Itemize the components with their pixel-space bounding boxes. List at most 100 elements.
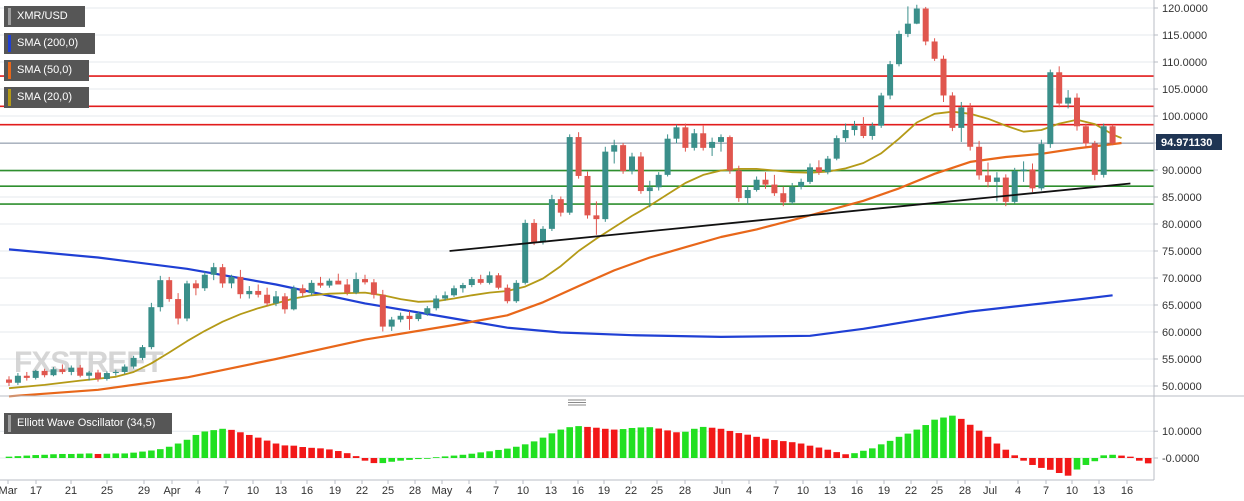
oscillator-bar <box>432 457 440 458</box>
oscillator-bar <box>121 453 128 458</box>
candle-up <box>424 308 431 314</box>
last-price-tag: 94.971130 <box>1156 134 1222 150</box>
candle-down <box>1056 72 1063 104</box>
oscillator-bar <box>815 447 823 458</box>
x-tick-label: 29 <box>138 485 150 497</box>
candle-up <box>655 174 662 188</box>
last-price-tag-text: 94.971130 <box>1161 137 1212 149</box>
x-tick-label: 16 <box>1121 485 1133 497</box>
oscillator-bar <box>895 436 903 458</box>
candle-down <box>255 290 262 295</box>
candle-down <box>735 170 742 199</box>
oscillator-bar <box>326 449 333 458</box>
axes <box>0 0 1244 481</box>
oscillator-bar <box>504 448 511 458</box>
oscillator-bar <box>557 429 565 458</box>
oscillator-bar <box>851 453 858 458</box>
candle-up <box>308 282 315 294</box>
oscillator-bar <box>1109 454 1116 458</box>
oscillator-bar <box>210 430 217 458</box>
oscillator-bar <box>993 443 1001 458</box>
y-tick-label: 70.0000 <box>1162 273 1202 285</box>
oscillator-bar <box>610 429 618 458</box>
candle-up <box>459 285 466 289</box>
x-tick-label: Apr <box>163 485 180 497</box>
candle-up <box>789 186 796 203</box>
oscillator-bar <box>50 454 57 458</box>
legend-elliott-wave-oscillator[interactable]: Elliott Wave Oscillator (34,5) <box>4 413 172 434</box>
x-tick-label: 25 <box>101 485 113 497</box>
oscillator-bar <box>931 419 938 458</box>
oscillator-bar <box>103 453 111 458</box>
oscillator-bar <box>602 428 609 458</box>
oscillator-bar <box>637 427 645 458</box>
candle-up <box>246 290 253 295</box>
oscillator-bar <box>628 427 636 458</box>
candle-up <box>718 137 724 142</box>
y-tick-label: 85.0000 <box>1162 192 1202 204</box>
candle-up <box>824 158 831 173</box>
candle-down <box>477 279 484 283</box>
pane-resize-handle[interactable] <box>566 398 588 406</box>
oscillator-bar <box>486 451 493 458</box>
candle-up <box>887 64 894 96</box>
candle-up <box>228 276 235 284</box>
oscillator-bar <box>415 458 422 460</box>
candle-up <box>103 373 110 379</box>
candle-up <box>1038 144 1045 189</box>
candle-up <box>602 151 609 220</box>
legend-sma-200[interactable]: SMA (200,0) <box>4 33 95 54</box>
candle-up <box>201 274 208 289</box>
oscillator-bar <box>842 454 849 458</box>
candle-up <box>851 125 858 131</box>
oscillator-bar <box>593 427 600 458</box>
oscillator-bar <box>1118 455 1125 458</box>
y-tick-label: 100.0000 <box>1162 111 1208 123</box>
oscillator-bar <box>468 453 476 458</box>
oscillator-bar <box>23 455 31 458</box>
candle-down <box>584 175 591 216</box>
candle-down <box>682 127 689 148</box>
candle-down <box>59 369 66 372</box>
candle-up <box>1047 72 1054 145</box>
oscillator-bar <box>726 430 734 458</box>
oscillator-bar <box>717 428 725 458</box>
x-tick-label: 13 <box>545 485 557 497</box>
oscillator-bar <box>335 451 342 458</box>
candle-down <box>985 175 991 182</box>
sma-200-line <box>8 248 1113 338</box>
candle-down <box>1029 169 1036 189</box>
oscillator-bar <box>183 439 191 458</box>
legend-xmr-usd[interactable]: XMR/USD <box>4 6 85 27</box>
legend-sma-50[interactable]: SMA (50,0) <box>4 60 89 81</box>
oscillator-bar <box>5 456 13 458</box>
oscillator-bar <box>370 458 378 464</box>
x-tick-label: 4 <box>746 485 752 497</box>
x-tick-label: 4 <box>195 485 201 497</box>
oscillator-bar <box>76 453 84 458</box>
oscillator-bar <box>771 440 778 458</box>
candle-up <box>673 127 680 139</box>
x-tick-label: 10 <box>247 485 259 497</box>
candle-up <box>433 298 440 309</box>
oscillator-bar <box>192 434 200 458</box>
legend-label-sma-50: SMA (50,0) <box>17 64 73 76</box>
candle-down <box>41 370 48 376</box>
oscillator-bar <box>201 431 209 458</box>
candle-down <box>166 280 173 300</box>
y-axis-labels: 120.0000 115.0000 110.0000 105.0000 100.0000… <box>1154 3 1208 393</box>
candle-up <box>415 313 422 320</box>
x-tick-label: 7 <box>1043 485 1049 497</box>
oscillator-bar <box>290 445 298 458</box>
x-tick-label: 19 <box>329 485 341 497</box>
candle-down <box>344 284 351 293</box>
candle-up <box>691 133 698 148</box>
oscillator-bar <box>1055 458 1063 474</box>
x-tick-label: Jun <box>713 485 731 497</box>
candle-down <box>726 137 733 171</box>
oscillator-bar <box>228 429 235 458</box>
oscillator-bar <box>254 437 262 458</box>
oscillator-bar <box>869 448 876 458</box>
oscillator-bar <box>877 444 885 458</box>
legend-sma-20[interactable]: SMA (20,0) <box>4 87 89 108</box>
